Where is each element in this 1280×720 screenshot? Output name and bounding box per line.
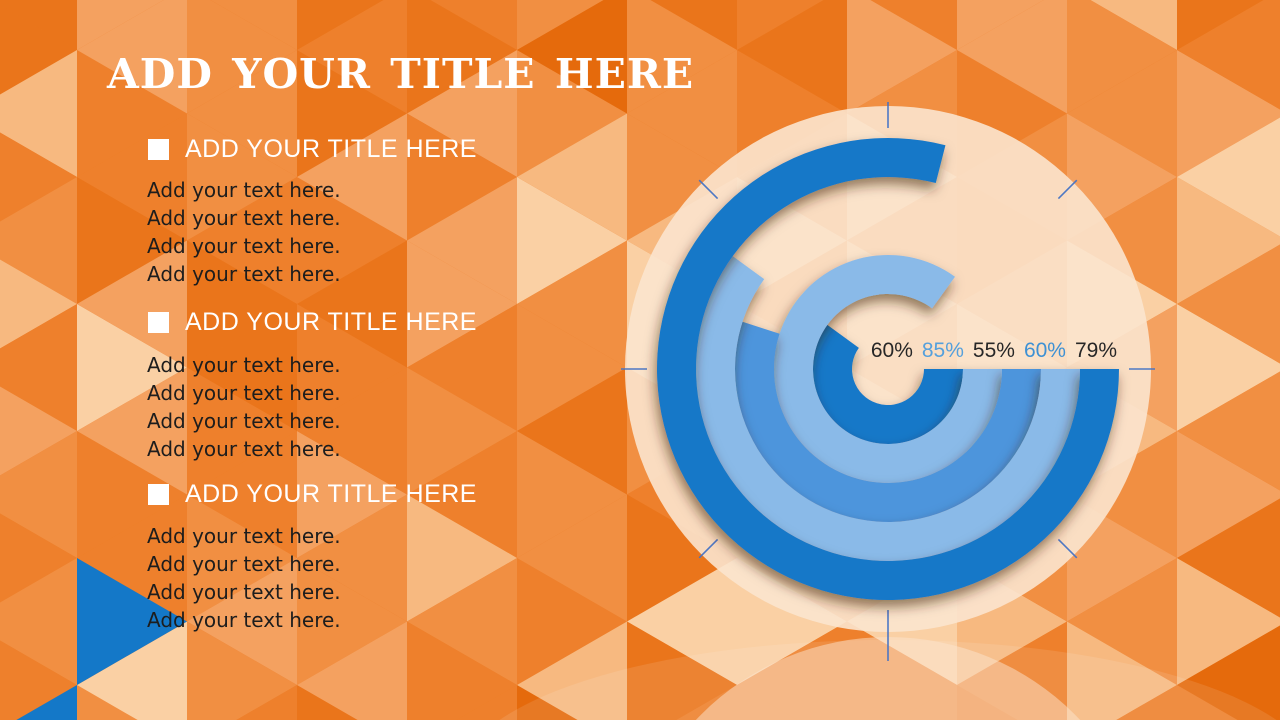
text-line: Add your text here. xyxy=(147,353,341,377)
text-line: Add your text here. xyxy=(147,608,341,632)
ring-label: 85% xyxy=(921,339,964,362)
section-2-heading[interactable]: ADD YOUR TITLE HERE xyxy=(148,309,477,335)
progress-ring-1 xyxy=(812,324,963,444)
square-bullet-icon xyxy=(148,138,169,160)
section-1-heading-text: ADD YOUR TITLE HERE xyxy=(185,135,477,163)
circle-reflection xyxy=(499,637,1277,720)
ring-value-labels[interactable]: 60% 85% 55% 60% 79% xyxy=(871,340,1117,362)
text-line: Add your text here. xyxy=(147,552,341,576)
section-1-heading[interactable]: ADD YOUR TITLE HERE xyxy=(148,136,477,162)
ring-label: 60% xyxy=(1023,339,1066,362)
progress-ring-2 xyxy=(774,254,1002,483)
section-3-heading[interactable]: ADD YOUR TITLE HERE xyxy=(148,481,477,507)
ring-label: 55% xyxy=(972,339,1015,362)
text-line: Add your text here. xyxy=(147,580,341,604)
progress-ring-3 xyxy=(735,321,1041,523)
progress-ring-4 xyxy=(696,256,1080,562)
square-bullet-icon xyxy=(148,311,169,333)
text-line: Add your text here. xyxy=(147,206,341,230)
compass-tick-marks xyxy=(621,102,1155,661)
radial-progress-rings[interactable] xyxy=(657,138,1119,601)
section-3-body[interactable]: Add your text here. Add your text here. … xyxy=(147,522,341,634)
text-line: Add your text here. xyxy=(147,178,341,202)
square-bullet-icon xyxy=(148,483,169,505)
slide-title[interactable]: ADD YOUR TITLE HERE xyxy=(107,50,695,98)
text-line: Add your text here. xyxy=(147,437,341,461)
ring-label: 79% xyxy=(1074,339,1117,362)
ring-label: 60% xyxy=(870,339,913,362)
blue-accent-triangles xyxy=(16,558,187,720)
text-line: Add your text here. xyxy=(147,234,341,258)
text-line: Add your text here. xyxy=(147,409,341,433)
text-line: Add your text here. xyxy=(147,524,341,548)
text-line: Add your text here. xyxy=(147,381,341,405)
section-1-body[interactable]: Add your text here. Add your text here. … xyxy=(147,176,341,288)
section-2-body[interactable]: Add your text here. Add your text here. … xyxy=(147,351,341,463)
section-2-heading-text: ADD YOUR TITLE HERE xyxy=(185,308,477,336)
section-3-heading-text: ADD YOUR TITLE HERE xyxy=(185,480,477,508)
text-line: Add your text here. xyxy=(147,262,341,286)
